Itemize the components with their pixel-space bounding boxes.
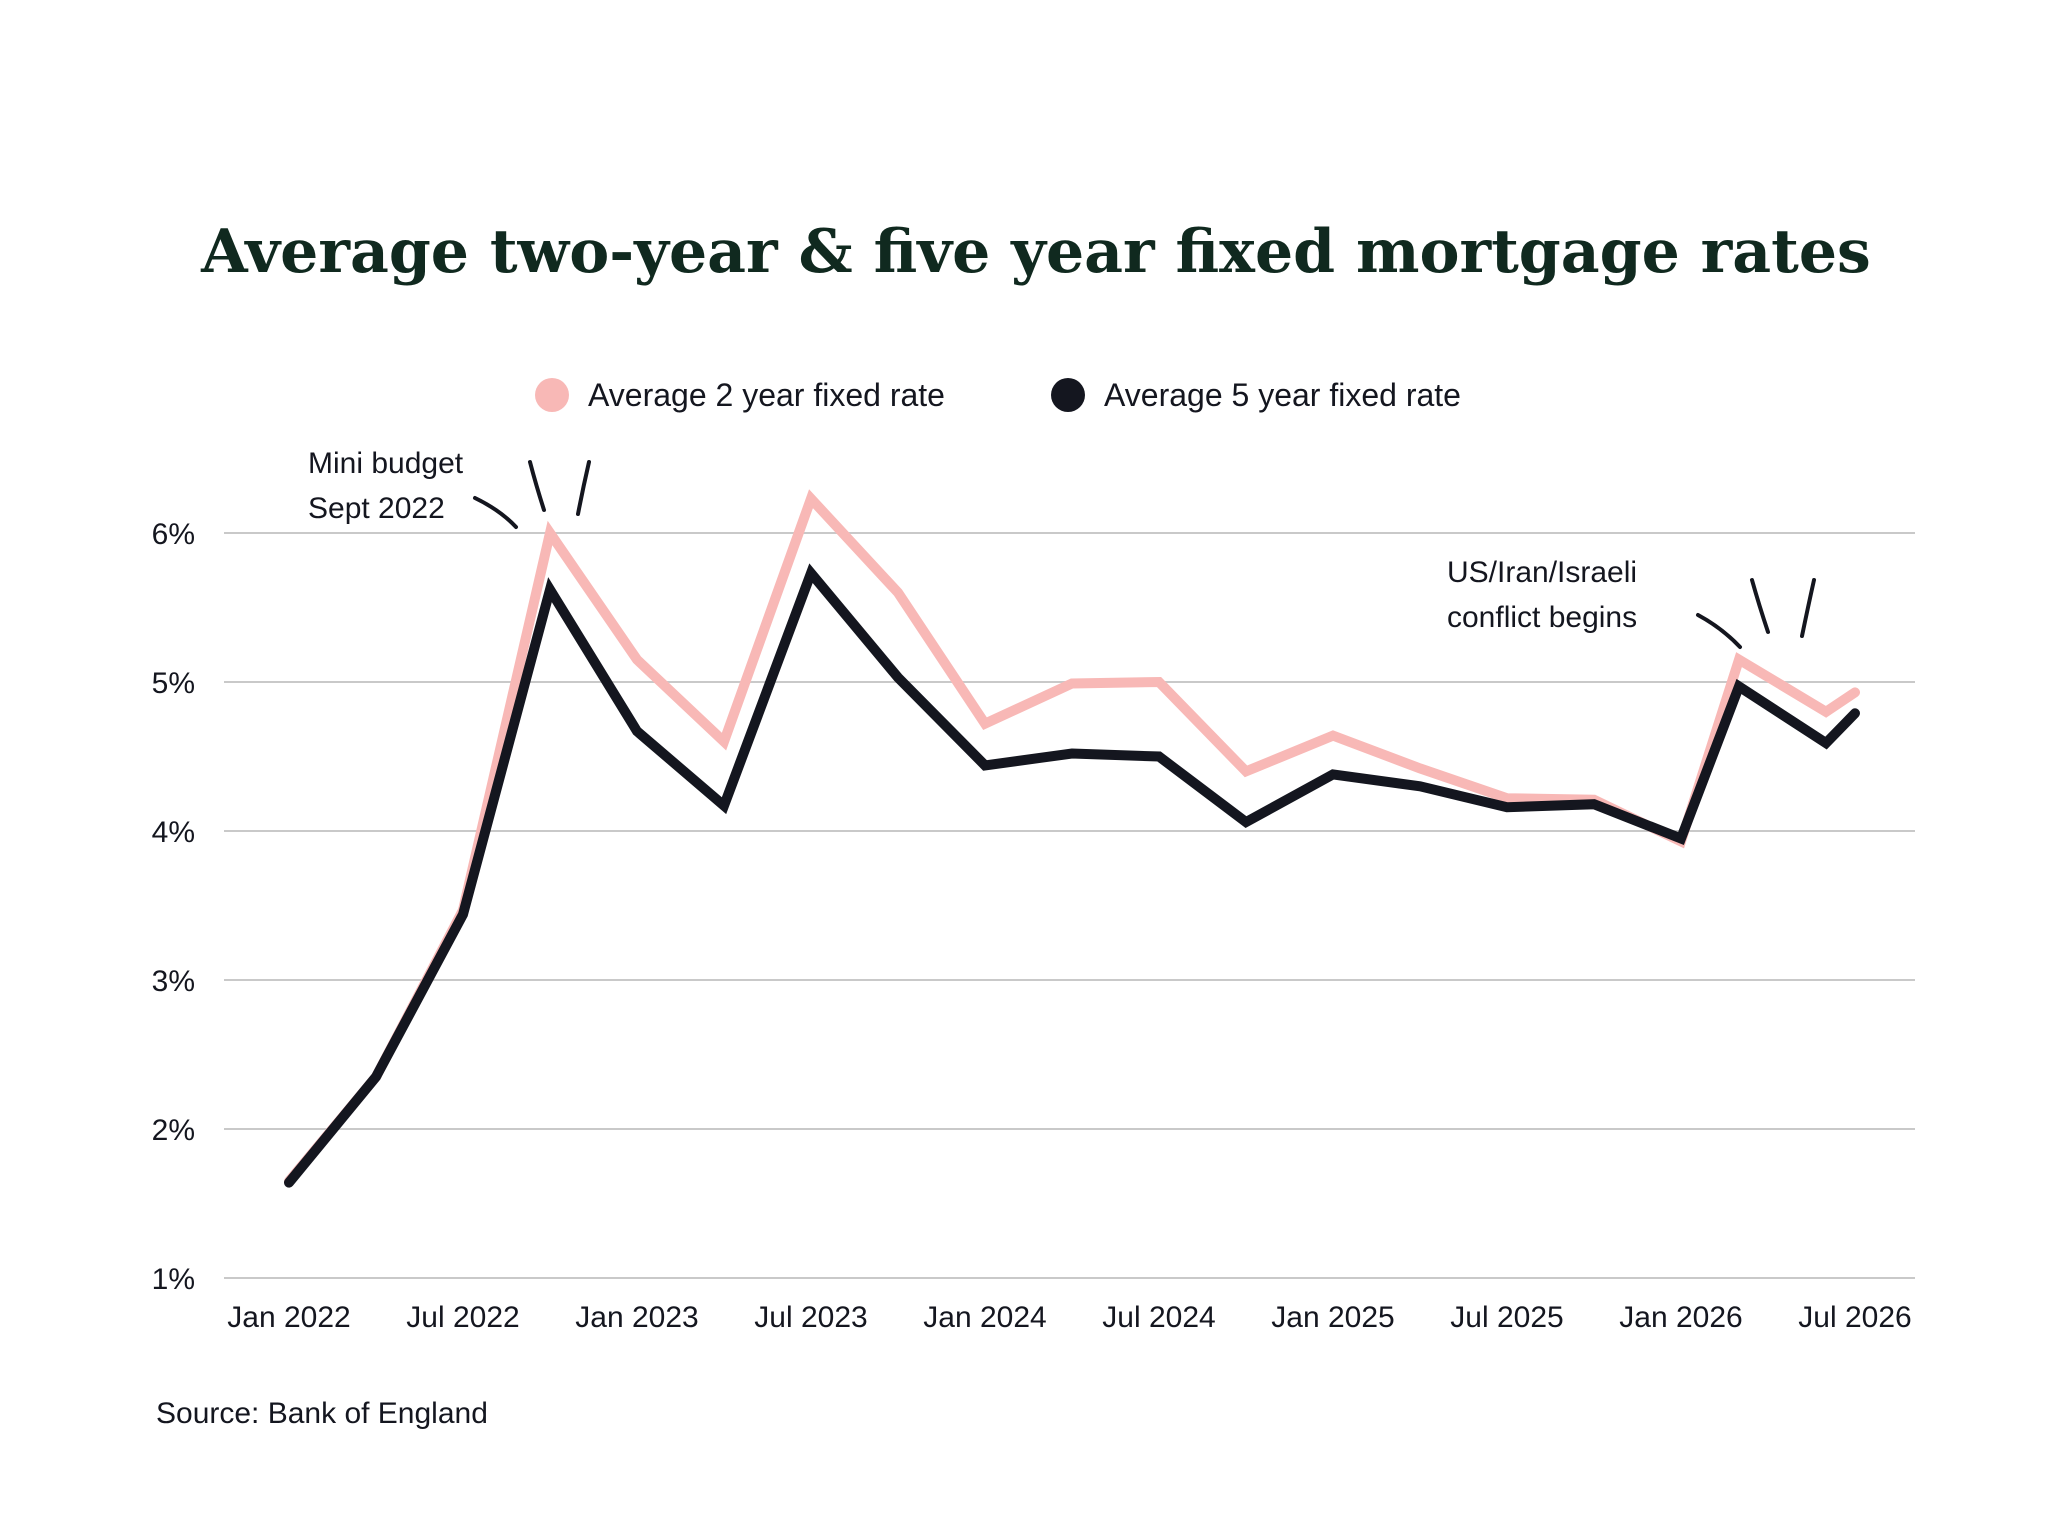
annotation-conflict-line1: US/Iran/Israeli [1447,556,1637,589]
x-tick-label-9: Jul 2026 [1798,1301,1911,1334]
legend-marker-5-year [1051,378,1085,412]
series-lines [284,489,1860,1188]
chart-title: Average two-year & five year fixed mortg… [200,217,1871,287]
legend-label-5-year: Average 5 year fixed rate [1104,377,1461,413]
annotation-conflict-spark-left [1696,613,1742,649]
x-tick-label-1: Jul 2022 [406,1301,519,1334]
annotation-mini-budget-spark-left [473,496,518,529]
annotation-mini-budget-line2: Sept 2022 [308,492,445,525]
x-tick-label-4: Jan 2024 [923,1301,1046,1334]
annotation-mini-budget: Mini budget Sept 2022 [308,447,591,529]
y-tick-label-5: 5% [152,667,195,700]
annotation-mini-budget-spark-right [576,460,591,516]
legend-marker-2-year [535,378,569,412]
annotation-conflict: US/Iran/Israeli conflict begins [1447,556,1816,649]
annotation-mini-budget-line1: Mini budget [308,447,464,480]
grid-lines [224,532,1915,1279]
series-line-5-year [284,563,1860,1188]
legend: Average 2 year fixed rate Average 5 year… [535,377,1461,413]
x-tick-label-5: Jul 2024 [1102,1301,1215,1334]
x-tick-label-2: Jan 2023 [575,1301,698,1334]
y-tick-label-2: 2% [152,1114,195,1147]
legend-label-2-year: Average 2 year fixed rate [588,377,945,413]
x-tick-label-0: Jan 2022 [227,1301,350,1334]
annotation-conflict-spark-right [1800,578,1816,638]
x-tick-label-6: Jan 2025 [1271,1301,1394,1334]
y-tick-label-1: 1% [152,1263,195,1296]
x-tick-label-8: Jan 2026 [1619,1301,1742,1334]
y-tick-label-6: 6% [152,518,195,551]
chart-source: Source: Bank of England [156,1397,488,1430]
y-axis: 1% 2% 3% 4% 5% 6% [152,518,195,1296]
annotation-conflict-spark-middle [1750,578,1770,634]
x-tick-label-7: Jul 2025 [1450,1301,1563,1334]
x-tick-label-3: Jul 2023 [754,1301,867,1334]
y-tick-label-3: 3% [152,965,195,998]
y-tick-label-4: 4% [152,816,195,849]
x-axis: Jan 2022 Jul 2022 Jan 2023 Jul 2023 Jan 2024… [227,1301,1911,1334]
annotation-conflict-line2: conflict begins [1447,601,1637,634]
annotation-mini-budget-spark-middle [528,460,546,512]
